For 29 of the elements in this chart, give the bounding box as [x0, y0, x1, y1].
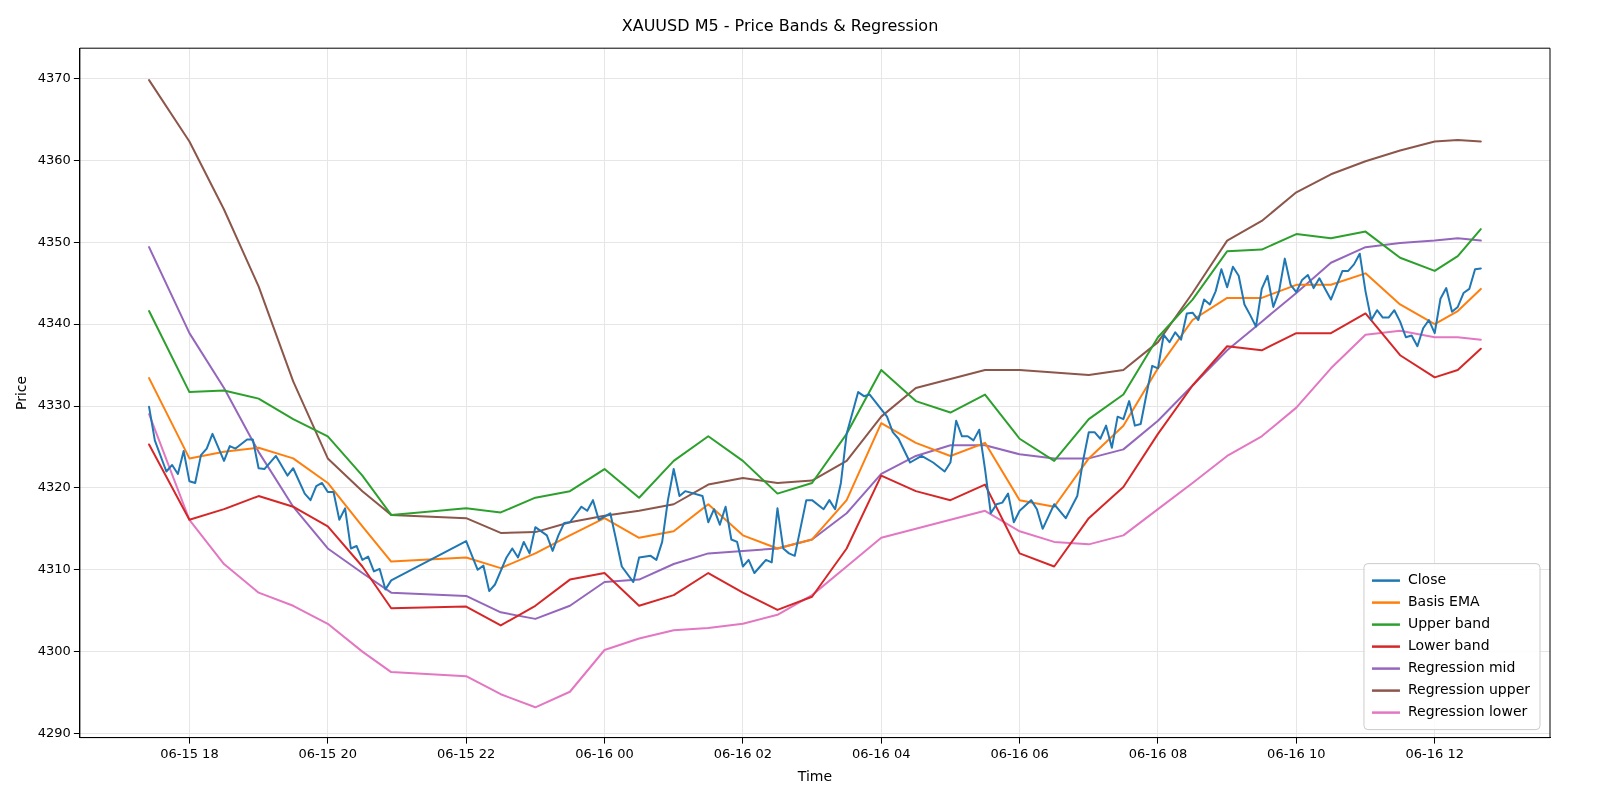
y-tick-label: 4330: [37, 397, 71, 413]
y-axis-title: Price: [13, 375, 30, 410]
x-tick-label: 06-15 18: [160, 745, 219, 761]
y-tick-label: 4320: [37, 479, 71, 495]
y-tick-label: 4370: [37, 69, 71, 85]
x-tick-label: 06-15 20: [298, 745, 358, 761]
x-tick-label: 06-16 00: [575, 745, 634, 761]
legend-label: Basis EMA: [1407, 593, 1480, 610]
y-tick-label: 4310: [37, 561, 71, 577]
x-tick-label: 06-15 22: [436, 745, 496, 761]
x-tick-label: 06-16 10: [1267, 745, 1326, 761]
x-axis-title: Time: [796, 768, 833, 785]
y-tick-label: 4300: [37, 643, 71, 658]
x-tick-label: 06-16 02: [713, 745, 773, 761]
x-tick-label: 06-16 12: [1405, 745, 1464, 761]
legend-label: Regression mid: [1407, 659, 1516, 676]
y-tick-label: 4340: [37, 315, 71, 331]
legend-label: Regression lower: [1407, 703, 1528, 720]
legend-label: Lower band: [1407, 637, 1490, 654]
legend-label: Regression upper: [1407, 681, 1531, 698]
y-tick-label: 4290: [37, 724, 71, 740]
x-tick-label: 06-16 06: [990, 745, 1049, 761]
x-tick-label: 06-16 08: [1128, 745, 1188, 761]
legend-label: Upper band: [1407, 615, 1491, 632]
y-tick-label: 4360: [37, 151, 71, 167]
x-tick-label: 06-16 04: [852, 745, 911, 761]
legend-label: Close: [1407, 571, 1447, 588]
y-tick-label: 4350: [37, 233, 71, 249]
chart-title: XAUUSD M5 - Price Bands & Regression: [621, 15, 939, 35]
